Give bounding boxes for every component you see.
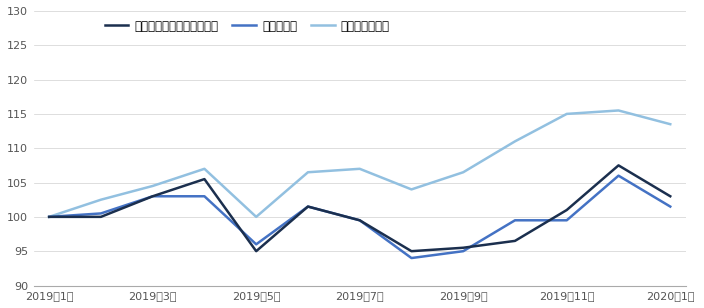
グローバル株式 bbox=[252, 215, 260, 219]
新興国株式 bbox=[303, 205, 312, 209]
新興国株式 bbox=[45, 215, 54, 219]
アジア株式（日本を除く） bbox=[96, 215, 105, 219]
アジア株式（日本を除く） bbox=[666, 194, 674, 198]
グローバル株式 bbox=[96, 198, 105, 201]
新興国株式 bbox=[96, 212, 105, 215]
新興国株式 bbox=[615, 174, 623, 177]
グローバル株式 bbox=[459, 170, 467, 174]
グローバル株式 bbox=[149, 184, 157, 188]
新興国株式 bbox=[511, 218, 520, 222]
Legend: アジア株式（日本を除く）, 新興国株式, グローバル株式: アジア株式（日本を除く）, 新興国株式, グローバル株式 bbox=[105, 20, 389, 33]
Line: アジア株式（日本を除く）: アジア株式（日本を除く） bbox=[49, 165, 670, 251]
新興国株式 bbox=[200, 194, 208, 198]
新興国株式 bbox=[252, 242, 260, 246]
アジア株式（日本を除く） bbox=[562, 208, 571, 212]
Line: グローバル株式: グローバル株式 bbox=[49, 111, 670, 217]
グローバル株式 bbox=[303, 170, 312, 174]
新興国株式 bbox=[562, 218, 571, 222]
アジア株式（日本を除く） bbox=[200, 177, 208, 181]
グローバル株式 bbox=[666, 122, 674, 126]
アジア株式（日本を除く） bbox=[252, 249, 260, 253]
グローバル株式 bbox=[356, 167, 364, 171]
グローバル株式 bbox=[511, 140, 520, 143]
グローバル株式 bbox=[45, 215, 54, 219]
アジア株式（日本を除く） bbox=[303, 205, 312, 209]
アジア株式（日本を除く） bbox=[356, 218, 364, 222]
アジア株式（日本を除く） bbox=[407, 249, 415, 253]
グローバル株式 bbox=[407, 188, 415, 191]
グローバル株式 bbox=[615, 109, 623, 112]
新興国株式 bbox=[459, 249, 467, 253]
新興国株式 bbox=[149, 194, 157, 198]
新興国株式 bbox=[666, 205, 674, 209]
新興国株式 bbox=[356, 218, 364, 222]
アジア株式（日本を除く） bbox=[459, 246, 467, 249]
アジア株式（日本を除く） bbox=[511, 239, 520, 243]
アジア株式（日本を除く） bbox=[45, 215, 54, 219]
アジア株式（日本を除く） bbox=[615, 164, 623, 167]
グローバル株式 bbox=[200, 167, 208, 171]
Line: 新興国株式: 新興国株式 bbox=[49, 176, 670, 258]
グローバル株式 bbox=[562, 112, 571, 116]
新興国株式 bbox=[407, 256, 415, 260]
アジア株式（日本を除く） bbox=[149, 194, 157, 198]
